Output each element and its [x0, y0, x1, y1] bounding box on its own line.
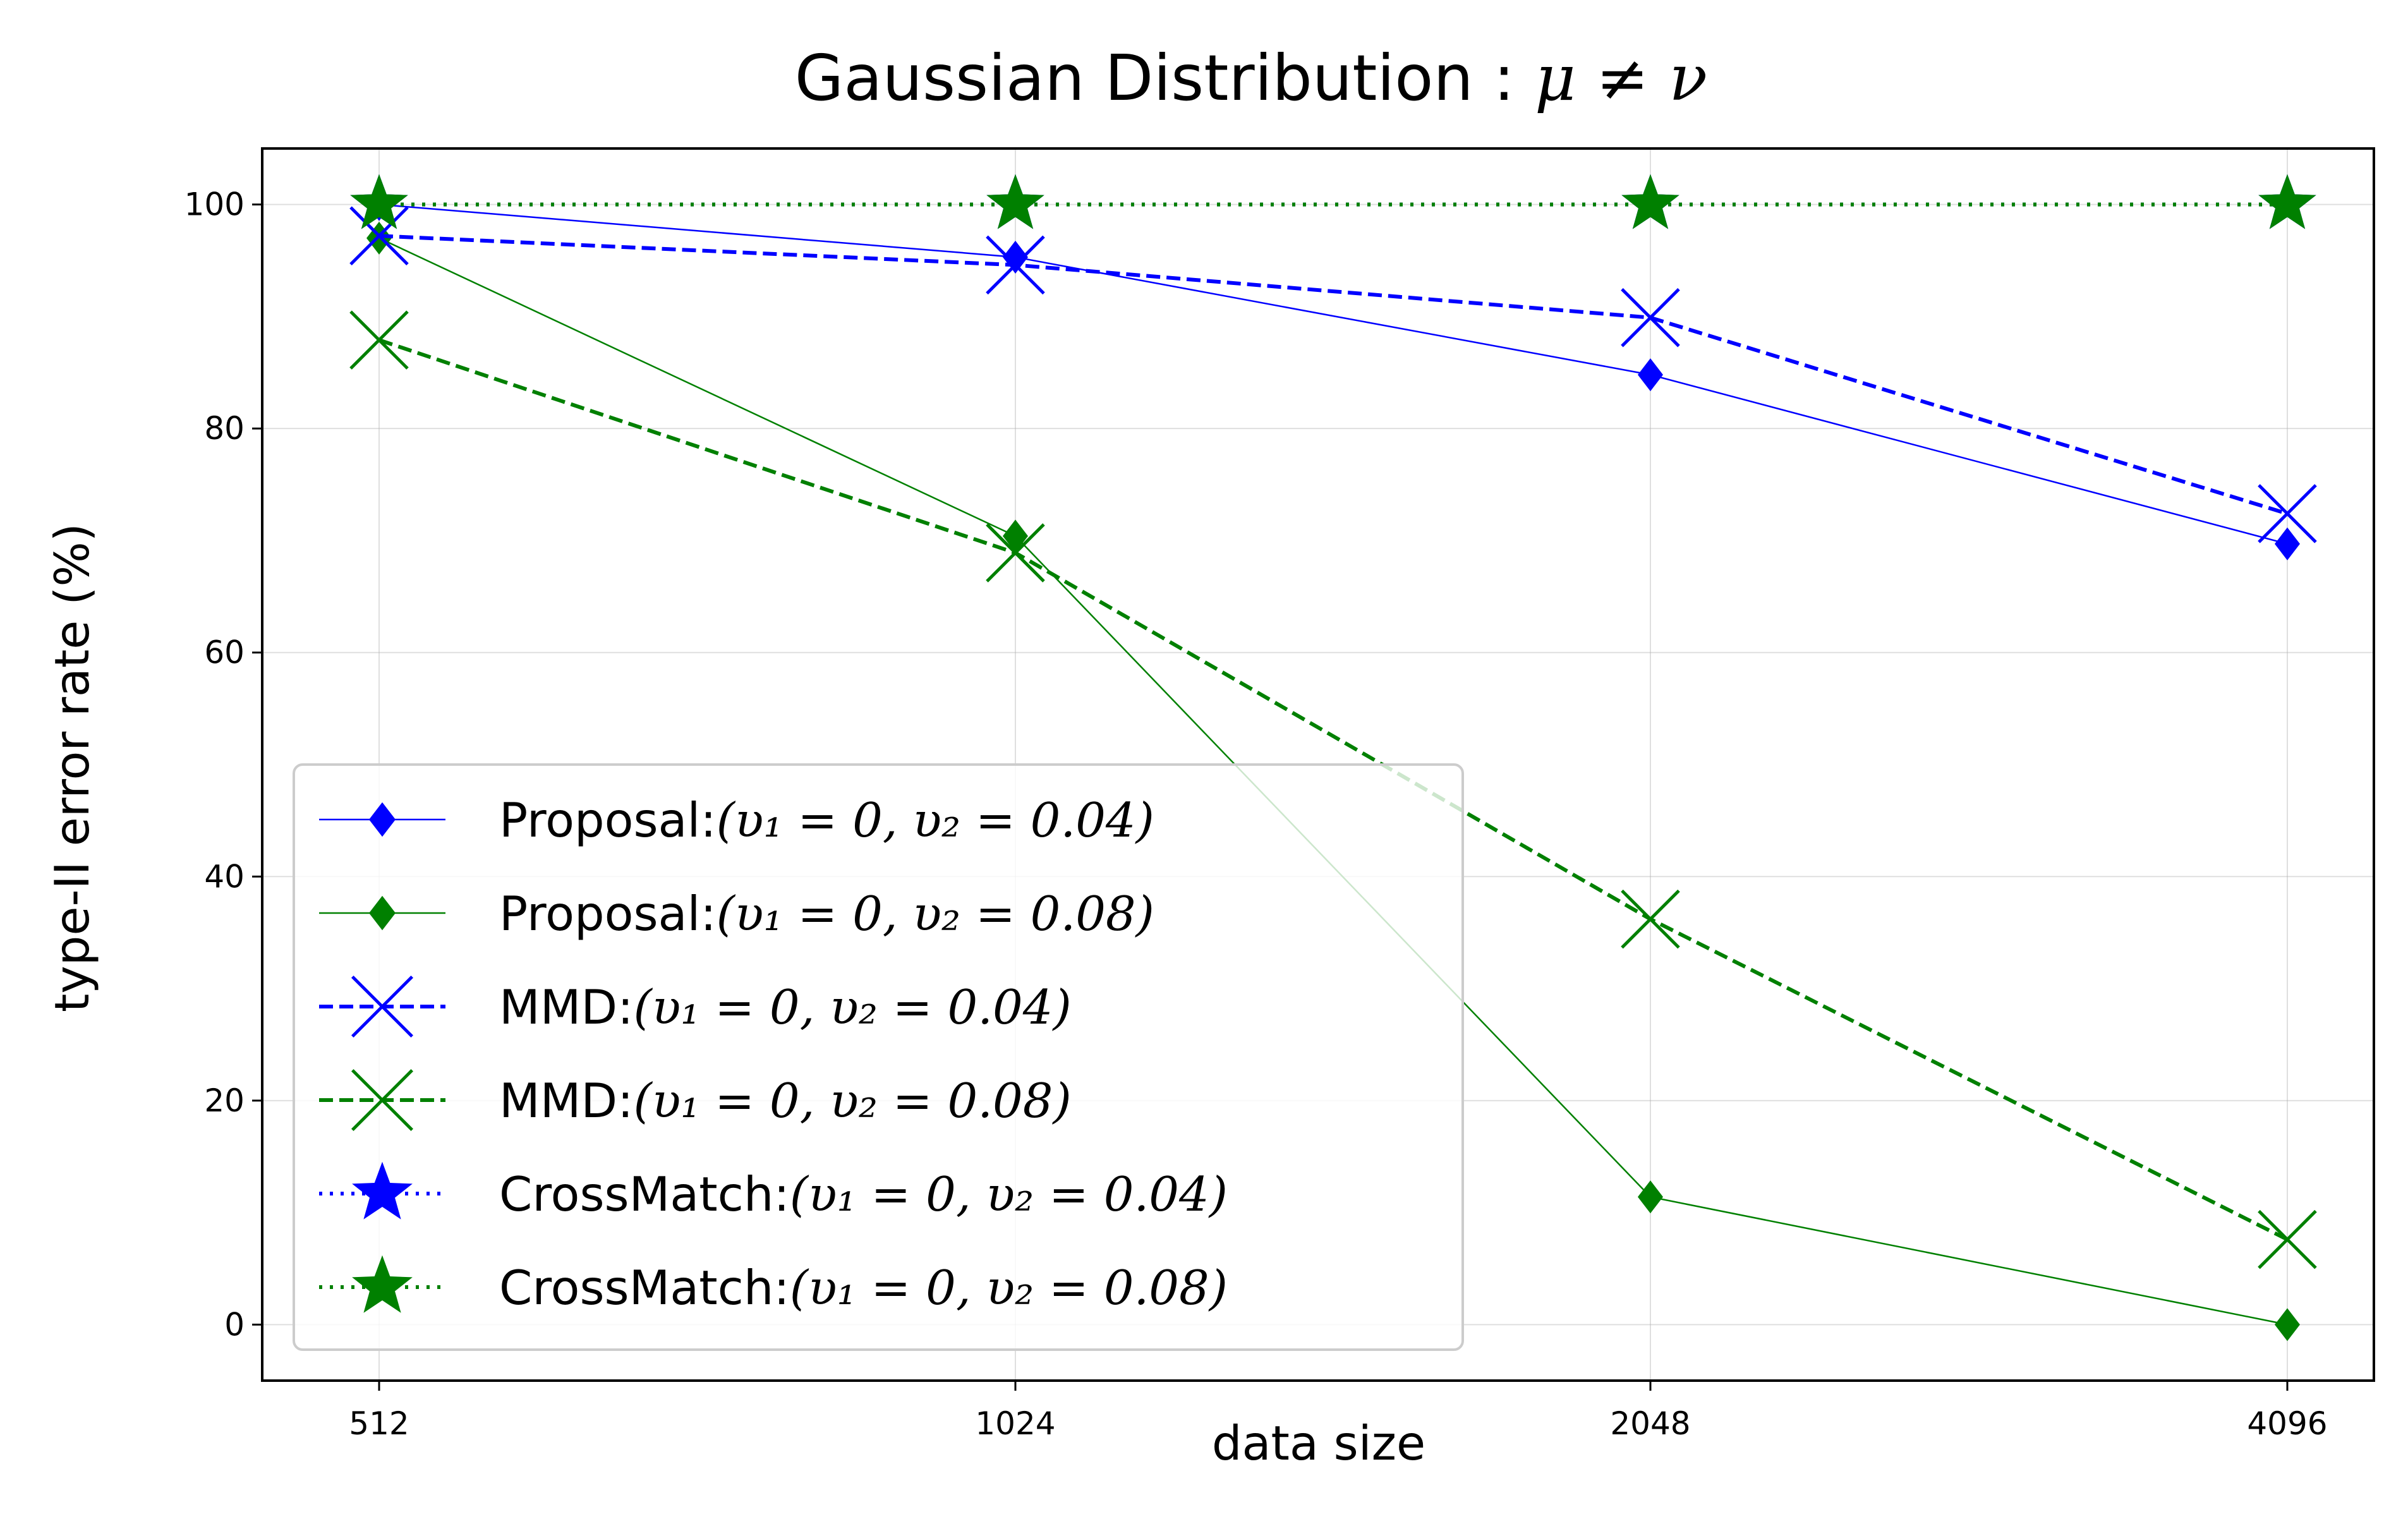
legend-marker — [352, 1161, 413, 1219]
x-tick-label: 4096 — [2247, 1405, 2327, 1442]
legend-label: CrossMatch:(υ₁ = 0, υ₂ = 0.04) — [499, 1166, 1228, 1222]
legend-label-prefix: CrossMatch: — [499, 1260, 790, 1316]
x-tick-label: 1024 — [975, 1405, 1055, 1442]
legend-label-math: (υ₁ = 0, υ₂ = 0.08) — [790, 1260, 1228, 1316]
legend-item: CrossMatch:(υ₁ = 0, υ₂ = 0.08) — [319, 1255, 1228, 1316]
legend-label-math: (υ₁ = 0, υ₂ = 0.04) — [717, 792, 1154, 848]
x-tick-label: 512 — [349, 1405, 409, 1442]
series-line — [378, 203, 2288, 545]
data-point — [986, 235, 1045, 295]
chart-title-text: Gaussian Distribution : — [795, 41, 1535, 115]
legend-label: CrossMatch:(υ₁ = 0, υ₂ = 0.08) — [499, 1260, 1228, 1316]
y-tick-label: 100 — [185, 186, 245, 223]
data-point — [2275, 527, 2300, 560]
legend-label-prefix: Proposal: — [499, 792, 717, 848]
series-3 — [349, 310, 2317, 1269]
data-point — [2258, 1209, 2317, 1269]
data-point — [1638, 1180, 1663, 1214]
legend-marker — [369, 802, 396, 837]
data-point — [350, 174, 408, 229]
series-line — [378, 338, 2289, 1242]
legend-item: CrossMatch:(υ₁ = 0, υ₂ = 0.04) — [319, 1161, 1228, 1222]
data-point — [2258, 484, 2317, 543]
data-point — [1638, 358, 1663, 392]
data-point — [1003, 519, 1028, 553]
y-tick-label: 80 — [204, 410, 245, 447]
plot-frame — [261, 147, 2375, 1382]
chart-title-math: μ ≠ ν — [1535, 41, 1707, 115]
data-point — [1621, 889, 1680, 949]
data-point — [986, 174, 1044, 229]
legend-label-math: (υ₁ = 0, υ₂ = 0.08) — [717, 886, 1154, 941]
data-point — [349, 206, 409, 266]
legend-item: MMD:(υ₁ = 0, υ₂ = 0.04) — [319, 975, 1072, 1038]
y-tick-label: 20 — [204, 1082, 245, 1119]
data-point — [349, 310, 409, 370]
data-point — [1621, 174, 1679, 229]
legend-marker — [351, 975, 414, 1038]
series-line — [378, 234, 2288, 516]
legend-label: Proposal:(υ₁ = 0, υ₂ = 0.04) — [499, 792, 1154, 848]
legend-box — [293, 763, 1464, 1351]
y-tick-label: 0 — [224, 1306, 245, 1343]
legend-label-prefix: MMD: — [499, 1073, 633, 1129]
legend-label-prefix: CrossMatch: — [499, 1166, 790, 1222]
data-point — [2275, 1308, 2300, 1341]
legend-marker — [352, 1255, 413, 1313]
legend-item: MMD:(υ₁ = 0, υ₂ = 0.08) — [319, 1068, 1072, 1132]
ticks: 512 1024 2048 4096 0 20 40 60 80 100 — [185, 186, 2328, 1442]
y-tick-label: 60 — [204, 634, 245, 671]
series-5 — [350, 174, 2316, 229]
legend-label: Proposal:(υ₁ = 0, υ₂ = 0.08) — [499, 886, 1154, 941]
x-tick-label: 2048 — [1610, 1405, 1690, 1442]
legend-marker — [369, 895, 396, 931]
legend-label-math: (υ₁ = 0, υ₂ = 0.08) — [633, 1073, 1071, 1129]
data-point — [986, 523, 1045, 583]
legend: Proposal:(υ₁ = 0, υ₂ = 0.04)Proposal:(υ₁… — [293, 763, 1464, 1351]
legend-item: Proposal:(υ₁ = 0, υ₂ = 0.04) — [319, 792, 1154, 848]
series-2 — [349, 206, 2317, 543]
legend-item: Proposal:(υ₁ = 0, υ₂ = 0.08) — [319, 886, 1154, 941]
legend-marker — [351, 1068, 414, 1132]
legend-label-prefix: Proposal: — [499, 886, 717, 941]
legend-label-math: (υ₁ = 0, υ₂ = 0.04) — [790, 1166, 1228, 1222]
x-axis-label: data size — [1212, 1415, 1425, 1471]
series-4 — [350, 174, 2316, 229]
series-0 — [366, 188, 2300, 560]
data-point — [2258, 174, 2316, 229]
y-tick-label: 40 — [204, 858, 245, 895]
data-point — [1621, 287, 1680, 348]
legend-label-math: (υ₁ = 0, υ₂ = 0.04) — [633, 979, 1071, 1035]
legend-label: MMD:(υ₁ = 0, υ₂ = 0.04) — [499, 979, 1072, 1035]
legend-label: MMD:(υ₁ = 0, υ₂ = 0.08) — [499, 1073, 1072, 1129]
legend-label-prefix: MMD: — [499, 979, 633, 1035]
chart-title: Gaussian Distribution : μ ≠ ν — [795, 41, 1707, 115]
y-axis-label: type-II error rate (%) — [44, 523, 100, 1012]
